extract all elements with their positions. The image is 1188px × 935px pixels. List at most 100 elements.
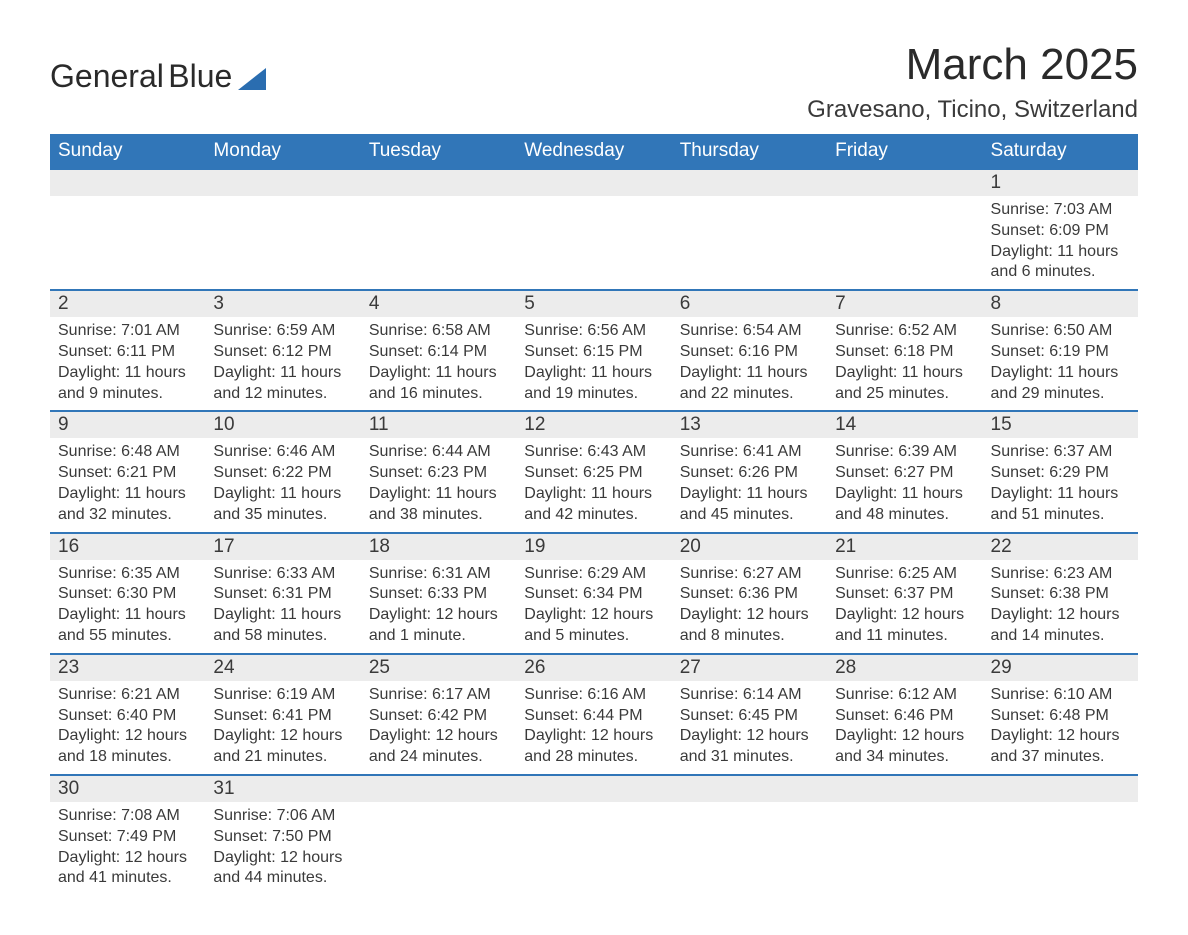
day-detail-cell: Sunrise: 6:59 AMSunset: 6:12 PMDaylight:… [205, 317, 360, 411]
day-detail-cell: Sunrise: 6:41 AMSunset: 6:26 PMDaylight:… [672, 438, 827, 532]
sunset-text: Sunset: 6:19 PM [991, 342, 1130, 363]
day-detail-cell [205, 196, 360, 290]
day-number-cell [827, 169, 982, 196]
daylight-text: Daylight: 11 hours and 12 minutes. [213, 363, 352, 405]
sunrise-text: Sunrise: 6:14 AM [680, 685, 819, 706]
day-detail-cell: Sunrise: 6:37 AMSunset: 6:29 PMDaylight:… [983, 438, 1138, 532]
day-detail-cell: Sunrise: 7:03 AMSunset: 6:09 PMDaylight:… [983, 196, 1138, 290]
day-detail-cell [50, 196, 205, 290]
sunrise-text: Sunrise: 7:01 AM [58, 321, 197, 342]
daylight-text: Daylight: 12 hours and 5 minutes. [524, 605, 663, 647]
daylight-text: Daylight: 11 hours and 29 minutes. [991, 363, 1130, 405]
sunset-text: Sunset: 6:45 PM [680, 706, 819, 727]
daylight-text: Daylight: 12 hours and 11 minutes. [835, 605, 974, 647]
day-number-cell: 7 [827, 290, 982, 317]
day-detail-cell [983, 802, 1138, 895]
sunset-text: Sunset: 6:09 PM [991, 221, 1130, 242]
daylight-text: Daylight: 11 hours and 35 minutes. [213, 484, 352, 526]
sunrise-text: Sunrise: 6:16 AM [524, 685, 663, 706]
day-header: Tuesday [361, 134, 516, 169]
day-number-cell [516, 775, 671, 802]
day-detail-cell: Sunrise: 6:56 AMSunset: 6:15 PMDaylight:… [516, 317, 671, 411]
sunset-text: Sunset: 6:27 PM [835, 463, 974, 484]
day-number-cell: 30 [50, 775, 205, 802]
sunset-text: Sunset: 6:44 PM [524, 706, 663, 727]
sunset-text: Sunset: 6:31 PM [213, 584, 352, 605]
day-detail-cell: Sunrise: 7:08 AMSunset: 7:49 PMDaylight:… [50, 802, 205, 895]
day-number-cell: 21 [827, 533, 982, 560]
sunset-text: Sunset: 6:26 PM [680, 463, 819, 484]
day-number-cell: 27 [672, 654, 827, 681]
daylight-text: Daylight: 12 hours and 1 minute. [369, 605, 508, 647]
day-detail-cell: Sunrise: 6:25 AMSunset: 6:37 PMDaylight:… [827, 560, 982, 654]
day-number-cell [205, 169, 360, 196]
calendar-table: Sunday Monday Tuesday Wednesday Thursday… [50, 134, 1138, 895]
day-detail-cell: Sunrise: 6:44 AMSunset: 6:23 PMDaylight:… [361, 438, 516, 532]
day-detail-cell: Sunrise: 6:10 AMSunset: 6:48 PMDaylight:… [983, 681, 1138, 775]
day-detail-cell [361, 196, 516, 290]
daylight-text: Daylight: 11 hours and 32 minutes. [58, 484, 197, 526]
daylight-text: Daylight: 11 hours and 19 minutes. [524, 363, 663, 405]
day-number-cell: 11 [361, 411, 516, 438]
daylight-text: Daylight: 11 hours and 42 minutes. [524, 484, 663, 526]
day-detail-cell: Sunrise: 6:39 AMSunset: 6:27 PMDaylight:… [827, 438, 982, 532]
sunrise-text: Sunrise: 6:59 AM [213, 321, 352, 342]
detail-row: Sunrise: 6:21 AMSunset: 6:40 PMDaylight:… [50, 681, 1138, 775]
day-number-cell: 26 [516, 654, 671, 681]
day-detail-cell: Sunrise: 6:46 AMSunset: 6:22 PMDaylight:… [205, 438, 360, 532]
day-detail-cell: Sunrise: 6:35 AMSunset: 6:30 PMDaylight:… [50, 560, 205, 654]
day-number-cell [516, 169, 671, 196]
day-detail-cell [516, 802, 671, 895]
sunrise-text: Sunrise: 6:52 AM [835, 321, 974, 342]
daylight-text: Daylight: 12 hours and 18 minutes. [58, 726, 197, 768]
sunrise-text: Sunrise: 7:08 AM [58, 806, 197, 827]
sunset-text: Sunset: 6:16 PM [680, 342, 819, 363]
day-detail-cell: Sunrise: 6:52 AMSunset: 6:18 PMDaylight:… [827, 317, 982, 411]
sunset-text: Sunset: 6:46 PM [835, 706, 974, 727]
daylight-text: Daylight: 12 hours and 31 minutes. [680, 726, 819, 768]
sunrise-text: Sunrise: 6:46 AM [213, 442, 352, 463]
sunrise-text: Sunrise: 6:29 AM [524, 564, 663, 585]
sunset-text: Sunset: 6:33 PM [369, 584, 508, 605]
sunset-text: Sunset: 6:15 PM [524, 342, 663, 363]
daynum-row: 3031 [50, 775, 1138, 802]
day-detail-cell: Sunrise: 6:19 AMSunset: 6:41 PMDaylight:… [205, 681, 360, 775]
daylight-text: Daylight: 11 hours and 55 minutes. [58, 605, 197, 647]
day-detail-cell: Sunrise: 6:31 AMSunset: 6:33 PMDaylight:… [361, 560, 516, 654]
day-detail-cell [361, 802, 516, 895]
day-number-cell: 25 [361, 654, 516, 681]
daynum-row: 2345678 [50, 290, 1138, 317]
sunrise-text: Sunrise: 6:17 AM [369, 685, 508, 706]
daylight-text: Daylight: 11 hours and 45 minutes. [680, 484, 819, 526]
detail-row: Sunrise: 6:35 AMSunset: 6:30 PMDaylight:… [50, 560, 1138, 654]
day-number-cell: 20 [672, 533, 827, 560]
sunset-text: Sunset: 7:50 PM [213, 827, 352, 848]
sunrise-text: Sunrise: 6:33 AM [213, 564, 352, 585]
sunrise-text: Sunrise: 6:25 AM [835, 564, 974, 585]
sunrise-text: Sunrise: 6:58 AM [369, 321, 508, 342]
sunset-text: Sunset: 6:37 PM [835, 584, 974, 605]
day-number-cell [983, 775, 1138, 802]
sunset-text: Sunset: 6:48 PM [991, 706, 1130, 727]
day-number-cell: 22 [983, 533, 1138, 560]
day-detail-cell: Sunrise: 6:48 AMSunset: 6:21 PMDaylight:… [50, 438, 205, 532]
sunrise-text: Sunrise: 6:44 AM [369, 442, 508, 463]
detail-row: Sunrise: 7:01 AMSunset: 6:11 PMDaylight:… [50, 317, 1138, 411]
day-header: Friday [827, 134, 982, 169]
calendar-body: 1Sunrise: 7:03 AMSunset: 6:09 PMDaylight… [50, 169, 1138, 895]
day-detail-cell [672, 802, 827, 895]
daynum-row: 9101112131415 [50, 411, 1138, 438]
sunrise-text: Sunrise: 6:19 AM [213, 685, 352, 706]
day-detail-cell: Sunrise: 6:21 AMSunset: 6:40 PMDaylight:… [50, 681, 205, 775]
sunset-text: Sunset: 6:25 PM [524, 463, 663, 484]
day-number-cell [361, 169, 516, 196]
daylight-text: Daylight: 12 hours and 34 minutes. [835, 726, 974, 768]
day-detail-cell: Sunrise: 6:27 AMSunset: 6:36 PMDaylight:… [672, 560, 827, 654]
day-header: Thursday [672, 134, 827, 169]
day-detail-cell: Sunrise: 7:06 AMSunset: 7:50 PMDaylight:… [205, 802, 360, 895]
day-detail-cell [672, 196, 827, 290]
daylight-text: Daylight: 11 hours and 58 minutes. [213, 605, 352, 647]
sunrise-text: Sunrise: 6:43 AM [524, 442, 663, 463]
location-text: Gravesano, Ticino, Switzerland [807, 96, 1138, 124]
sunset-text: Sunset: 6:36 PM [680, 584, 819, 605]
